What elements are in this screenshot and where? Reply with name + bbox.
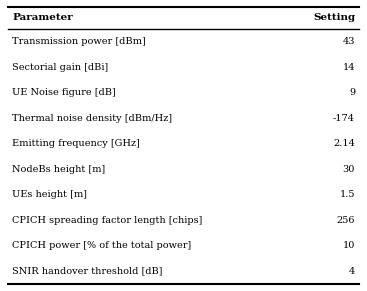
Text: CPICH power [% of the total power]: CPICH power [% of the total power] bbox=[12, 241, 191, 250]
Text: 14: 14 bbox=[342, 63, 355, 72]
Text: CPICH spreading factor length [chips]: CPICH spreading factor length [chips] bbox=[12, 216, 202, 225]
Text: UE Noise figure [dB]: UE Noise figure [dB] bbox=[12, 88, 116, 97]
Text: Setting: Setting bbox=[313, 13, 355, 22]
Text: 9: 9 bbox=[349, 88, 355, 97]
Text: Parameter: Parameter bbox=[12, 13, 73, 22]
Text: 4: 4 bbox=[349, 267, 355, 276]
Text: 1.5: 1.5 bbox=[339, 190, 355, 199]
Text: 30: 30 bbox=[343, 165, 355, 174]
Text: Transmission power [dBm]: Transmission power [dBm] bbox=[12, 37, 146, 46]
Text: UEs height [m]: UEs height [m] bbox=[12, 190, 87, 199]
Text: Sectorial gain [dBi]: Sectorial gain [dBi] bbox=[12, 63, 108, 72]
Text: NodeBs height [m]: NodeBs height [m] bbox=[12, 165, 105, 174]
Text: Emitting frequency [GHz]: Emitting frequency [GHz] bbox=[12, 139, 140, 148]
Text: SNIR handover threshold [dB]: SNIR handover threshold [dB] bbox=[12, 267, 163, 276]
Text: 10: 10 bbox=[343, 241, 355, 250]
Text: Thermal noise density [dBm/Hz]: Thermal noise density [dBm/Hz] bbox=[12, 114, 172, 123]
Text: 43: 43 bbox=[342, 37, 355, 46]
Text: 2.14: 2.14 bbox=[333, 139, 355, 148]
Text: -174: -174 bbox=[333, 114, 355, 123]
Text: 256: 256 bbox=[337, 216, 355, 225]
